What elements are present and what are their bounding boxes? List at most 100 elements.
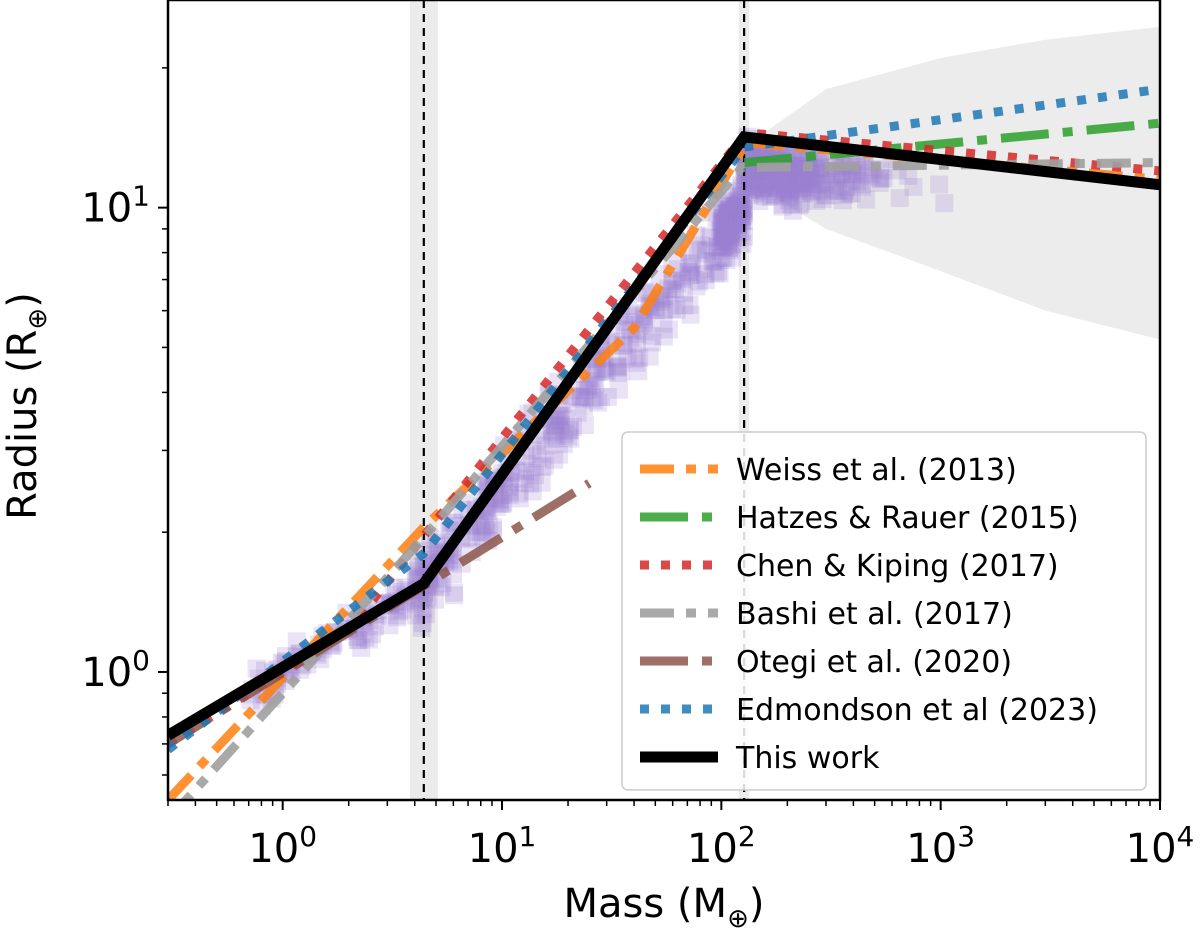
scatter-point <box>407 606 426 625</box>
scatter-point <box>499 478 518 497</box>
scatter-point <box>793 178 812 197</box>
scatter-point <box>445 583 464 602</box>
scatter-point <box>715 227 734 246</box>
scatter-point <box>790 173 809 192</box>
scatter-point <box>836 178 855 197</box>
scatter-point <box>713 204 732 223</box>
scatter-point <box>682 255 701 274</box>
scatter-point <box>487 497 506 516</box>
scatter-point <box>717 222 736 241</box>
scatter-point <box>719 222 738 241</box>
legend-label: Weiss et al. (2013) <box>736 453 1017 488</box>
scatter-point <box>661 296 680 315</box>
scatter-point <box>587 363 606 382</box>
scatter-point <box>710 221 729 240</box>
x-tick-label-4: 103 <box>906 820 975 872</box>
series-line-5 <box>168 479 592 748</box>
scatter-point <box>798 170 817 189</box>
scatter-point <box>754 178 773 197</box>
scatter-point <box>769 177 788 196</box>
scatter-point <box>568 403 587 422</box>
scatter-point <box>363 625 382 644</box>
scatter-point <box>416 605 435 624</box>
scatter-point <box>758 170 777 189</box>
scatter-point <box>627 335 646 354</box>
scatter-point <box>793 177 812 196</box>
scatter-point <box>510 489 529 508</box>
scatter-point <box>679 263 698 282</box>
scatter-point <box>673 268 692 287</box>
scatter-point <box>712 229 731 248</box>
scatter-point <box>722 203 741 222</box>
scatter-point <box>779 191 798 210</box>
scatter-point <box>472 517 491 536</box>
scatter-point <box>760 178 779 197</box>
scatter-point <box>704 252 723 271</box>
scatter-point <box>771 173 790 192</box>
scatter-point <box>741 173 760 192</box>
scatter-point <box>696 240 715 259</box>
scatter-point <box>732 194 751 213</box>
scatter-point <box>711 213 730 232</box>
scatter-point <box>791 174 810 193</box>
scatter-point <box>775 171 794 190</box>
scatter-point <box>746 183 765 202</box>
scatter-point <box>774 182 793 201</box>
scatter-point <box>720 227 739 246</box>
scatter-point <box>477 523 496 542</box>
x-tick-label-3: 102 <box>687 820 756 872</box>
scatter-point <box>719 232 738 251</box>
scatter-point <box>589 393 608 412</box>
scatter-point <box>754 185 773 204</box>
scatter-point <box>618 347 637 366</box>
scatter-point <box>715 214 734 233</box>
scatter-point <box>680 253 699 272</box>
scatter-point <box>426 590 445 609</box>
scatter-point <box>654 327 673 346</box>
scatter-point <box>696 265 715 284</box>
scatter-point <box>729 224 748 243</box>
scatter-point <box>779 167 798 186</box>
scatter-point <box>752 175 771 194</box>
scatter-point <box>718 200 737 219</box>
scatter-point <box>722 204 741 223</box>
scatter-point <box>790 169 809 188</box>
scatter-point <box>480 515 499 534</box>
scatter-point <box>629 362 648 381</box>
scatter-point <box>749 169 768 188</box>
legend-item: Weiss et al. (2013) <box>640 453 1017 488</box>
scatter-point <box>609 380 628 399</box>
scatter-point <box>625 350 644 369</box>
scatter-point <box>718 204 737 223</box>
scatter-point <box>753 178 772 197</box>
scatter-point <box>741 179 760 198</box>
scatter-point <box>787 159 806 178</box>
scatter-point <box>890 189 909 208</box>
series-line-1 <box>168 137 1160 800</box>
scatter-point <box>714 204 733 223</box>
scatter-point <box>791 173 810 192</box>
scatter-point <box>547 428 566 447</box>
scatter-point <box>817 186 836 205</box>
scatter-point <box>755 187 774 206</box>
scatter-point <box>528 448 547 467</box>
scatter-point <box>766 186 785 205</box>
scatter-point <box>745 177 764 196</box>
scatter-point <box>745 170 764 189</box>
legend-label: Otegi et al. (2020) <box>736 645 1012 680</box>
scatter-point <box>444 565 463 584</box>
scatter-point <box>560 421 579 440</box>
scatter-point <box>715 211 734 230</box>
scatter-point <box>852 174 871 193</box>
scatter-point <box>854 157 873 176</box>
scatter-point <box>586 375 605 394</box>
scatter-point <box>559 427 578 446</box>
scatter-point <box>380 616 399 635</box>
scatter-point <box>681 266 700 285</box>
scatter-point <box>712 221 731 240</box>
scatter-point <box>794 171 813 190</box>
scatter-point <box>778 180 797 199</box>
scatter-point <box>725 212 744 231</box>
scatter-point <box>726 197 745 216</box>
scatter-point <box>609 364 628 383</box>
